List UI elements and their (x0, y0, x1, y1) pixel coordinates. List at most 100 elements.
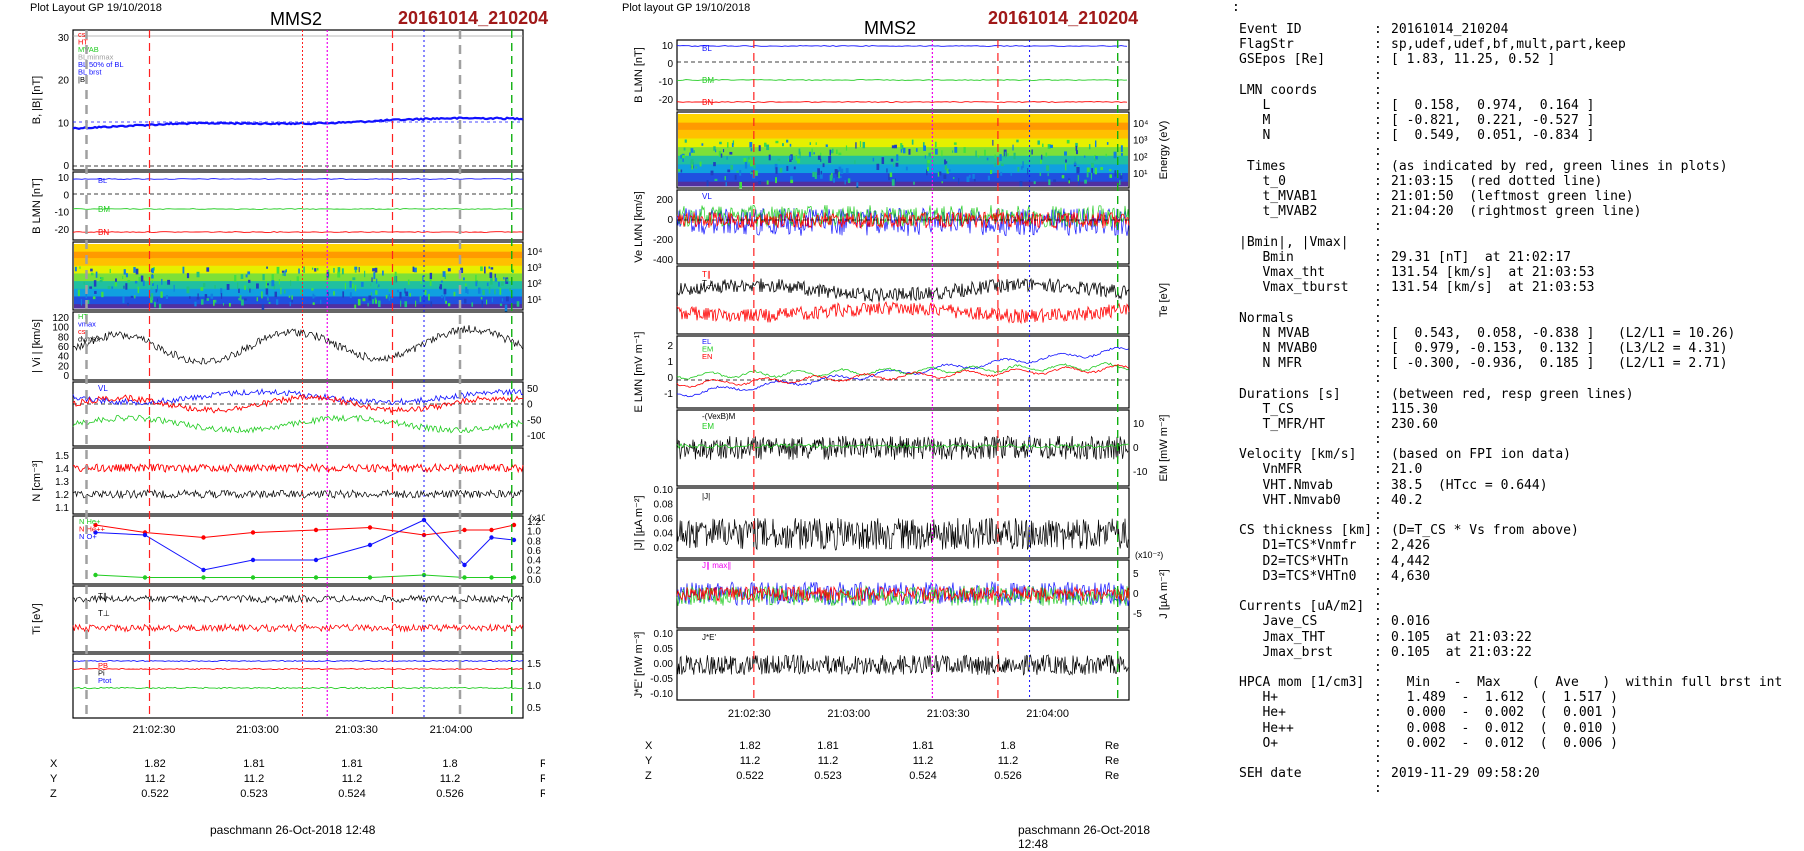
spectrogram-speckle (444, 294, 446, 301)
info-key: Normals (1239, 310, 1294, 326)
vilmn-tick: 0 (527, 400, 533, 411)
spectrogram-speckle (1021, 166, 1023, 170)
info-key: D1=TCS*Vnmfr (1239, 538, 1357, 554)
spectrogram-speckle (462, 277, 465, 281)
spectrogram-speckle (1041, 143, 1044, 148)
spectrogram-speckle (271, 274, 274, 281)
hpca-point (142, 532, 148, 538)
info-colon: : (1374, 371, 1382, 387)
info-key: LMN coords (1239, 82, 1318, 98)
spectrogram-speckle (754, 170, 758, 176)
spectrogram-speckle (151, 267, 154, 274)
spectrogram-speckle (288, 295, 291, 298)
ve-green-series (676, 205, 1130, 228)
panel-frame (72, 381, 524, 447)
vn-series (72, 388, 524, 406)
ephemeris-value: 1.81 (243, 758, 264, 770)
b-legend-entry: cs (78, 30, 86, 39)
spectrogram-speckle (503, 277, 505, 280)
spectrogram-speckle (905, 166, 908, 171)
ephemeris-unit: Re (540, 788, 545, 800)
spectrogram-speckle (509, 287, 512, 292)
spectrogram-speckle (326, 292, 329, 296)
spectrogram-speckle (908, 148, 911, 155)
vi-magnitude-series (72, 325, 524, 365)
spectrogram-speckle (817, 155, 821, 160)
info-colon: : (1374, 219, 1382, 235)
spectrogram-speckle (388, 288, 391, 292)
spectrogram-speckle (775, 167, 778, 175)
spectrogram-speckle (1033, 181, 1036, 185)
spectrogram-speckle (1120, 175, 1123, 180)
vi-legend-entry: dvmax (78, 335, 100, 344)
hpca-tick: 0.4 (527, 556, 541, 567)
spectrogram-speckle (944, 161, 948, 164)
b-legend-entry: HT (78, 38, 88, 47)
spectrogram-speckle (95, 271, 98, 278)
spectrogram-speckle (730, 164, 734, 170)
spectrogram-speckle (354, 266, 358, 271)
spectrogram-speckle (244, 298, 247, 301)
spectrogram-speckle (743, 157, 747, 162)
ephemeris-value: 1.81 (817, 740, 838, 752)
spectrogram-speckle (374, 297, 377, 301)
spectrogram-speckle (300, 288, 303, 295)
hpca-series (95, 574, 514, 578)
electron-spectrogram (678, 114, 1128, 189)
right-layout-label: Plot layout GP 19/10/2018 (622, 2, 751, 14)
spectrogram-speckle (214, 285, 216, 289)
e-legend-entry: EM (702, 345, 713, 354)
left-probe-label: MMS2 (270, 9, 323, 29)
spectrogram-speckle (409, 293, 411, 297)
spectrogram-speckle (404, 301, 408, 308)
spectrogram-speckle (713, 162, 716, 167)
info-colon: : (1374, 614, 1382, 630)
spectrogram-speckle (202, 283, 206, 288)
spectrogram-speckle (1083, 155, 1086, 158)
j-tick: 0.10 (654, 485, 674, 496)
ion-energy-tick: 10⁴ (527, 247, 542, 258)
hpca-tick: 1.0 (527, 527, 541, 538)
spectrogram-speckle (1010, 172, 1012, 176)
spectrogram-speckle (1109, 169, 1112, 172)
spectrogram-speckle (986, 157, 989, 161)
spectrogram-speckle (167, 279, 171, 285)
spectrogram-speckle (419, 295, 422, 302)
hpca-series (95, 524, 515, 539)
spectrogram-speckle (941, 150, 943, 157)
info-colon: : (1374, 386, 1382, 402)
jlmn-tick: 0 (1133, 589, 1139, 600)
ephemeris-value: 1.8 (442, 758, 457, 770)
spectrogram-speckle (1053, 179, 1057, 183)
info-colon: : (1374, 234, 1382, 250)
spectrogram-speckle (239, 295, 242, 301)
spectrogram-speckle (114, 282, 117, 287)
spectrogram-speckle (1016, 139, 1019, 143)
info-key: VnMFR (1239, 462, 1302, 478)
spectrogram-speckle (793, 166, 796, 170)
ephemeris-value: 11.2 (145, 773, 166, 785)
info-colon: : (1374, 492, 1382, 508)
electron-energy-tick: 10⁴ (1133, 119, 1148, 130)
hpca-tick: 0.8 (527, 536, 541, 547)
info-key: CS thickness [km] (1239, 523, 1373, 539)
spectrogram-speckle (944, 165, 948, 171)
info-key: Currents [uA/m2] (1239, 599, 1365, 615)
vilmn-tick: -100 (527, 431, 545, 442)
time-tick-label: 21:03:30 (927, 708, 970, 720)
ti-par-series (72, 594, 524, 604)
spectrogram-speckle (490, 267, 494, 270)
spectrogram-speckle (695, 166, 698, 169)
spectrogram-speckle (115, 278, 117, 282)
info-colon: : (1374, 462, 1382, 478)
ephemeris-value: 1.81 (341, 758, 362, 770)
spectrogram-speckle (123, 285, 125, 289)
spectrogram-speckle (789, 155, 792, 160)
spectrogram-speckle (1106, 142, 1109, 145)
poynting-tick: -10 (1133, 467, 1148, 478)
vm-series (72, 414, 524, 434)
spectrogram-speckle (394, 276, 397, 283)
spectrogram-speckle (987, 175, 990, 181)
spectrogram-speckle (1019, 181, 1023, 187)
spectrogram-speckle (859, 141, 862, 148)
